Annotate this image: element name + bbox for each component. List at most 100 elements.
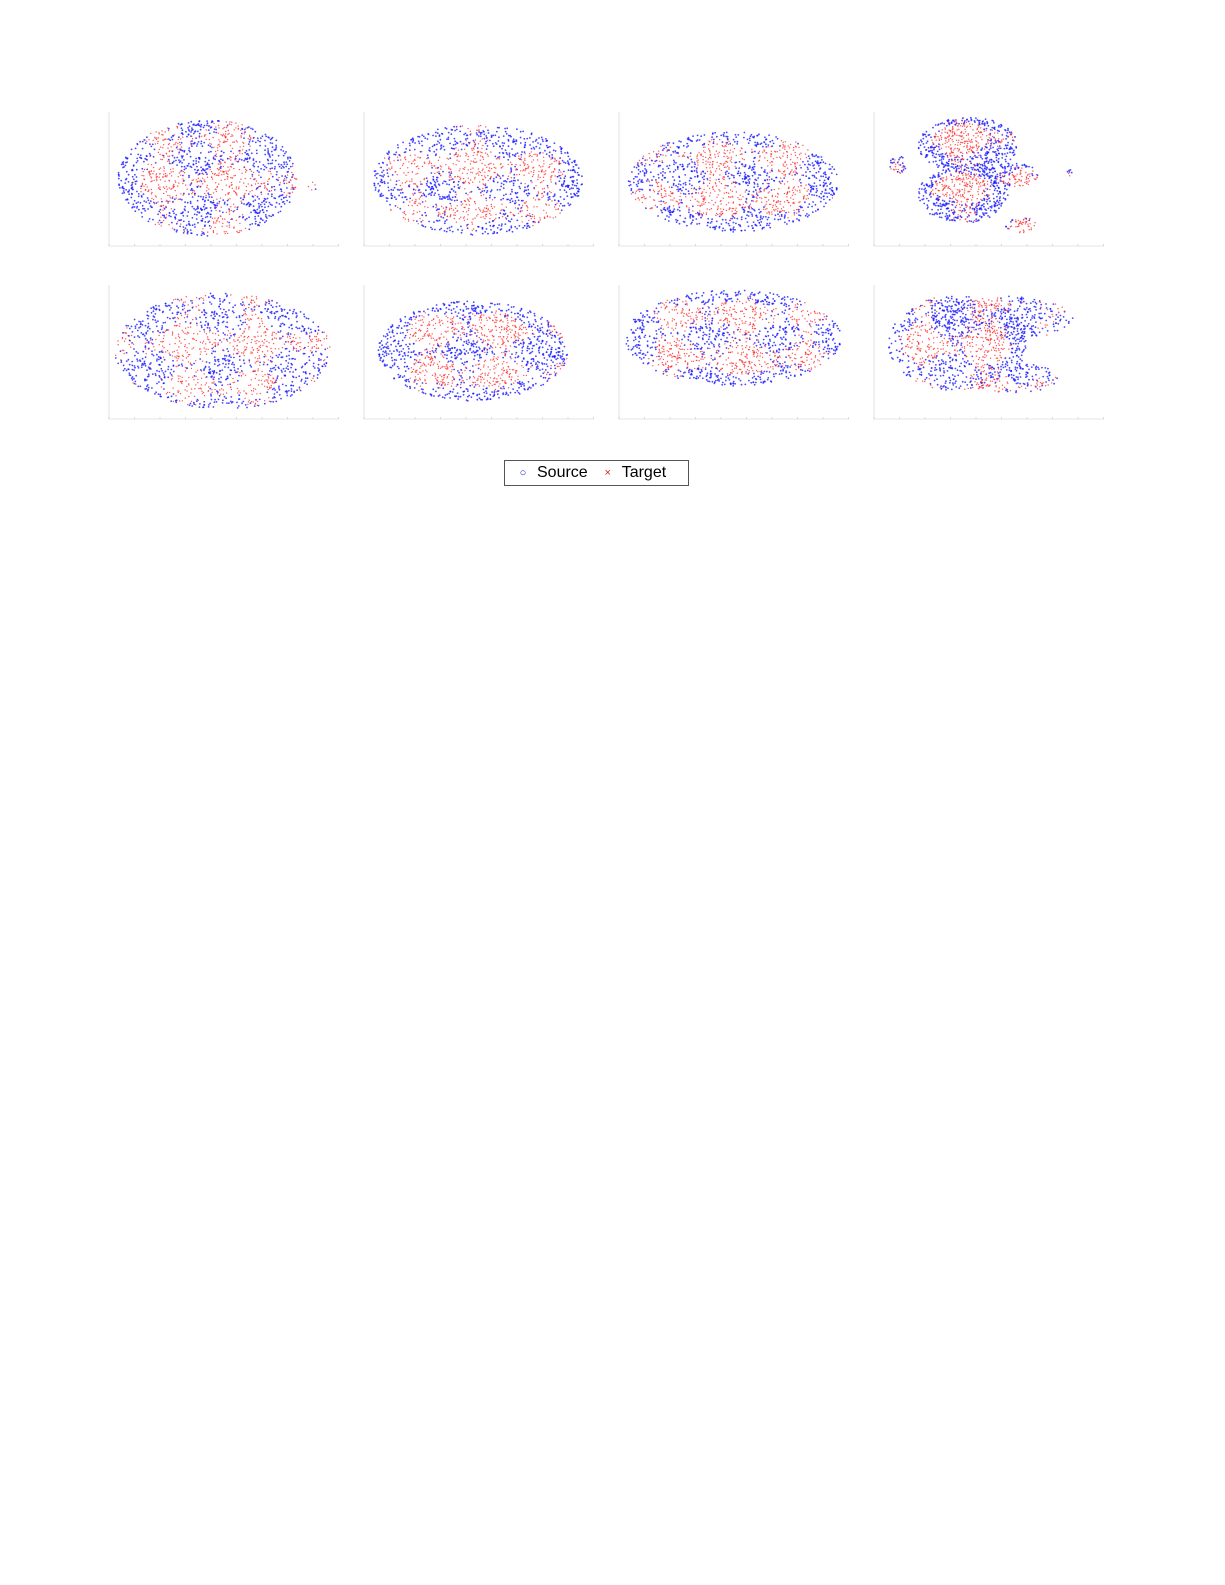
source-point — [548, 198, 551, 200]
target-point — [794, 165, 796, 168]
source-point — [257, 165, 260, 168]
target-point — [787, 200, 789, 202]
target-point — [975, 178, 977, 180]
source-point — [122, 163, 125, 166]
source-point — [993, 161, 996, 163]
target-point — [212, 136, 214, 139]
source-point — [146, 197, 149, 199]
target-point — [450, 214, 452, 216]
target-point — [165, 191, 167, 193]
source-point — [756, 141, 759, 144]
source-point — [426, 184, 429, 187]
source-point — [434, 154, 437, 157]
source-point — [756, 183, 759, 185]
source-point — [187, 122, 190, 124]
target-point — [955, 121, 957, 123]
target-point — [969, 208, 971, 210]
target-point — [700, 171, 703, 173]
target-point — [717, 155, 720, 157]
source-point — [283, 182, 286, 185]
source-point — [762, 182, 764, 185]
source-point — [1013, 149, 1015, 152]
target-point — [546, 215, 549, 217]
source-point — [436, 128, 439, 131]
target-point — [446, 157, 448, 160]
source-point — [753, 229, 755, 232]
source-point — [754, 173, 756, 175]
target-point — [264, 186, 266, 188]
target-point — [159, 186, 161, 188]
source-point — [662, 200, 665, 203]
target-point — [963, 192, 966, 194]
target-point — [705, 191, 707, 194]
target-point — [557, 171, 560, 173]
target-point — [730, 158, 732, 160]
target-point — [695, 192, 697, 194]
target-point — [411, 178, 413, 180]
source-point — [497, 140, 500, 142]
source-point — [820, 197, 823, 199]
source-point — [752, 208, 755, 211]
target-point — [726, 155, 728, 158]
source-point — [226, 203, 229, 206]
target-point — [959, 183, 961, 185]
target-point — [724, 187, 726, 189]
target-point — [457, 175, 459, 178]
source-point — [530, 147, 533, 150]
target-point — [970, 188, 972, 190]
source-point — [138, 208, 140, 211]
source-point — [499, 188, 501, 191]
target-point — [174, 180, 176, 182]
target-point — [523, 174, 525, 176]
target-point — [966, 164, 968, 166]
source-point — [496, 126, 499, 129]
target-point — [669, 146, 672, 148]
target-point — [228, 192, 231, 194]
source-point — [524, 144, 527, 146]
source-point — [195, 160, 198, 162]
target-point — [462, 203, 464, 205]
source-point — [167, 158, 170, 161]
target-point — [978, 188, 980, 190]
target-point — [955, 179, 958, 181]
source-point — [450, 188, 453, 191]
target-point — [731, 195, 733, 198]
target-point — [205, 134, 207, 136]
source-point — [770, 178, 773, 180]
source-point — [259, 210, 262, 212]
source-point — [567, 185, 569, 188]
target-point — [770, 155, 772, 158]
source-point — [560, 150, 563, 153]
source-point — [454, 143, 457, 146]
target-point — [934, 192, 937, 195]
target-point — [159, 167, 162, 169]
target-point — [227, 176, 229, 178]
target-point — [528, 155, 530, 157]
source-point — [196, 211, 199, 213]
source-point — [186, 215, 189, 217]
target-point — [477, 172, 479, 174]
target-point — [238, 231, 240, 234]
target-point — [450, 178, 452, 181]
source-point — [992, 197, 995, 200]
source-point — [559, 196, 562, 198]
source-point — [205, 171, 207, 174]
source-point — [170, 215, 172, 218]
target-point — [714, 170, 717, 172]
source-point — [984, 118, 987, 120]
source-point — [386, 164, 388, 166]
source-point — [193, 213, 196, 216]
target-point — [779, 170, 781, 173]
target-point — [956, 192, 958, 194]
source-point — [208, 224, 211, 227]
target-point — [646, 159, 648, 161]
source-point — [576, 192, 578, 195]
target-point — [521, 210, 523, 212]
target-point — [505, 217, 507, 219]
source-point — [750, 133, 753, 136]
target-point — [728, 167, 730, 169]
target-point — [233, 167, 235, 170]
source-point — [196, 233, 199, 236]
source-point — [692, 135, 694, 137]
target-point — [401, 164, 404, 166]
